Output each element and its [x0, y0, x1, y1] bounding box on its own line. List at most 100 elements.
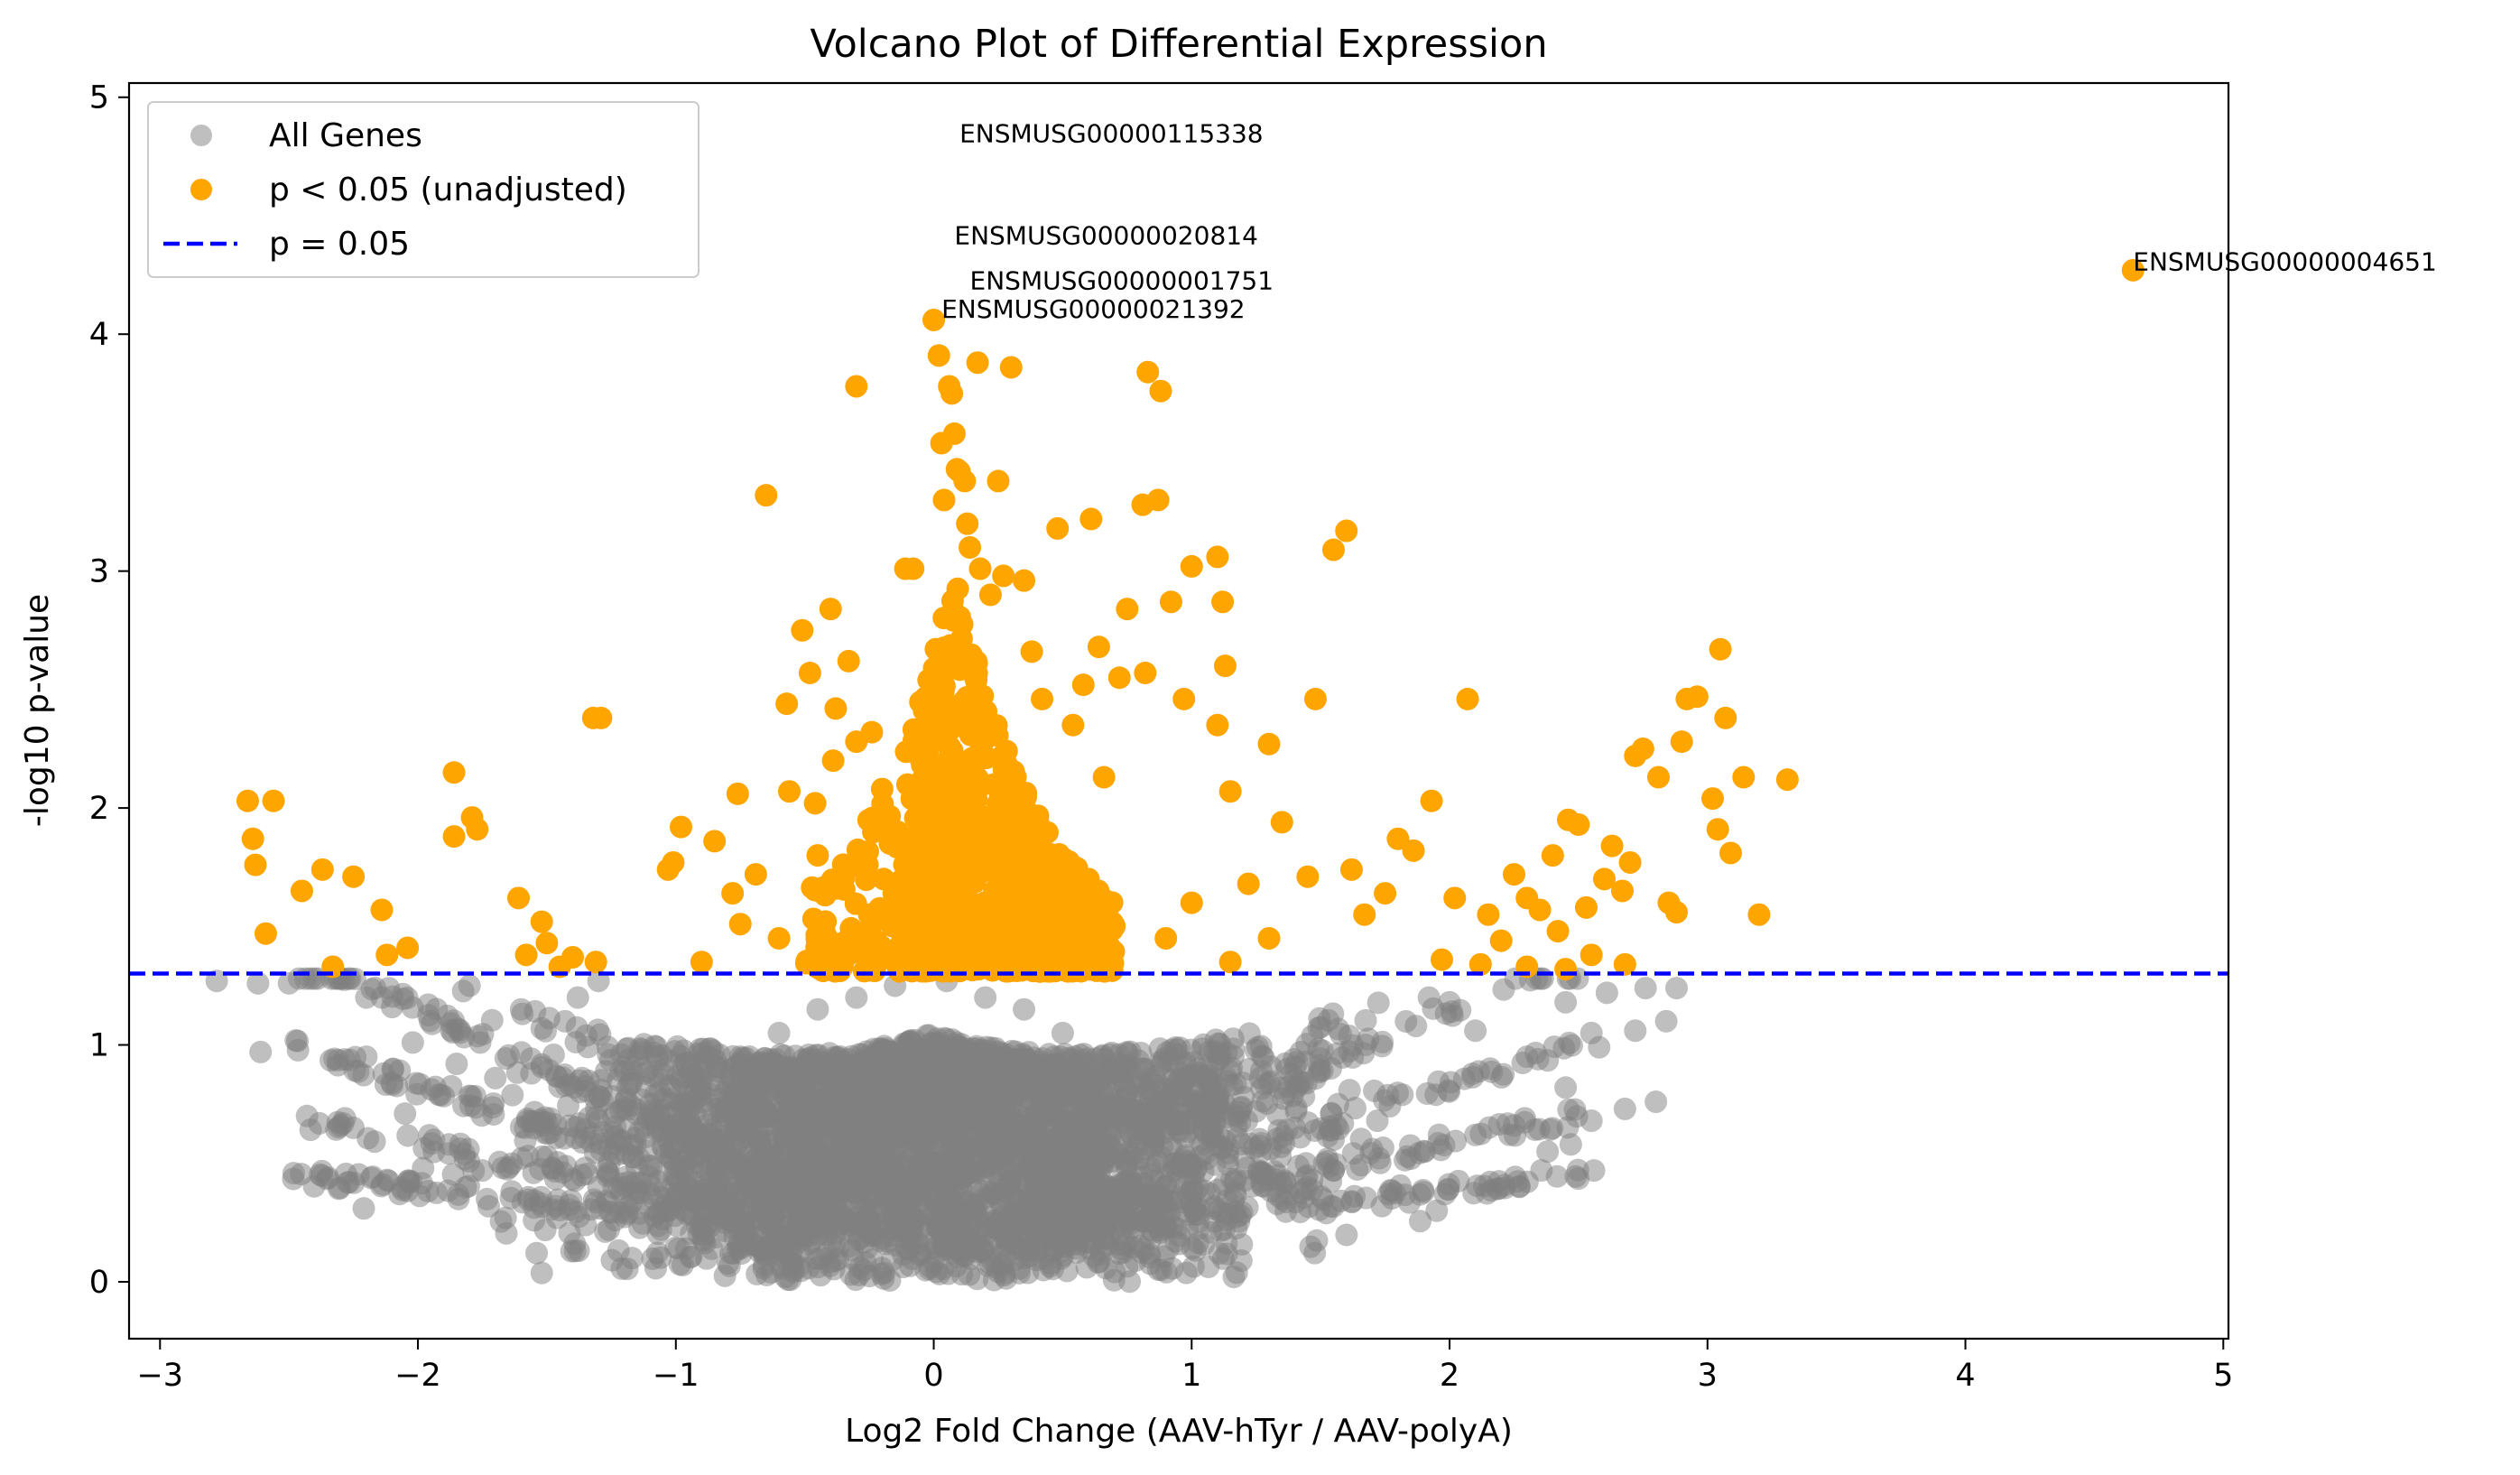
gene-point-nonsig	[968, 1081, 992, 1105]
gene-point-nonsig	[497, 1044, 521, 1067]
gene-point-nonsig	[1128, 1057, 1152, 1081]
gene-point-significant	[755, 484, 778, 507]
gene-point-significant	[1218, 780, 1242, 803]
gene-point-significant	[1206, 545, 1229, 569]
gene-point-significant	[670, 815, 693, 839]
gene-point-significant	[1146, 488, 1170, 512]
gene-point-nonsig	[1561, 1034, 1584, 1057]
gene-point-nonsig	[687, 1123, 710, 1146]
gene-point-nonsig	[464, 1096, 487, 1119]
gene-point-significant	[1008, 883, 1032, 906]
gene-point-nonsig	[1181, 1051, 1205, 1074]
gene-point-nonsig	[1527, 1118, 1551, 1141]
gene-point-significant	[906, 821, 930, 844]
gene-point-nonsig	[1320, 1102, 1343, 1126]
gene-point-nonsig	[1399, 1147, 1422, 1171]
gene-point-nonsig	[1360, 1137, 1384, 1161]
gene-point-nonsig	[1354, 1008, 1377, 1032]
gene-point-nonsig	[525, 1241, 549, 1265]
gene-point-significant	[1257, 732, 1281, 756]
gene-point-nonsig	[1023, 1128, 1046, 1152]
gene-point-significant	[895, 773, 919, 796]
gene-point-nonsig	[1341, 1034, 1365, 1057]
gene-point-nonsig	[616, 1257, 639, 1281]
gene-point-nonsig	[1245, 1099, 1268, 1123]
gene-point-nonsig	[446, 1017, 469, 1041]
gene-point-nonsig	[1644, 1090, 1668, 1114]
gene-point-nonsig	[852, 1169, 876, 1192]
gene-point-nonsig	[932, 1162, 956, 1185]
gene-point-nonsig	[704, 1049, 727, 1072]
gene-point-nonsig	[372, 1062, 395, 1085]
gene-point-significant	[811, 877, 834, 900]
gene-point-nonsig	[1252, 1046, 1275, 1070]
gene-point-nonsig	[1105, 1180, 1128, 1203]
gene-point-nonsig	[1092, 1150, 1116, 1174]
gene-point-significant	[775, 692, 799, 716]
gene-point-significant	[870, 777, 894, 801]
gene-point-nonsig	[520, 1062, 543, 1085]
gene-point-nonsig	[523, 1209, 546, 1232]
gene-point-nonsig	[570, 1164, 593, 1187]
gene-point-significant	[791, 618, 814, 642]
gene-point-nonsig	[827, 1248, 850, 1271]
gene-point-nonsig	[848, 1264, 871, 1287]
gene-point-significant	[236, 789, 259, 812]
gene-point-nonsig	[302, 1174, 326, 1198]
gene-point-nonsig	[922, 1231, 945, 1255]
gene-point-nonsig	[1111, 1240, 1135, 1264]
gene-point-significant	[1020, 640, 1043, 663]
gene-point-nonsig	[1215, 1242, 1238, 1266]
gene-point-nonsig	[928, 1032, 951, 1055]
gene-point-significant	[1061, 713, 1085, 737]
gene-point-nonsig	[1338, 1079, 1361, 1102]
gene-point-nonsig	[1181, 1255, 1205, 1278]
gene-point-nonsig	[1224, 1167, 1247, 1191]
gene-point-significant	[1136, 360, 1160, 384]
gene-point-significant	[1213, 654, 1237, 678]
gene-point-significant	[953, 469, 977, 493]
gene-point-significant	[1107, 666, 1131, 690]
gene-point-significant	[845, 375, 868, 398]
gene-point-nonsig	[1228, 1210, 1251, 1233]
gene-point-significant	[310, 858, 334, 881]
gene-point-nonsig	[482, 1092, 505, 1116]
gene-point-nonsig	[852, 1150, 876, 1174]
gene-point-significant	[1237, 872, 1260, 895]
gene-point-significant	[999, 356, 1023, 379]
gene-point-significant	[726, 782, 749, 805]
gene-point-significant	[928, 762, 951, 785]
gene-point-nonsig	[645, 1241, 669, 1265]
gene-point-significant	[886, 820, 910, 843]
gene-point-nonsig	[1464, 1123, 1487, 1146]
gene-point-nonsig	[830, 1180, 854, 1203]
gene-point-significant	[244, 853, 267, 877]
gene-point-nonsig	[852, 1133, 876, 1156]
gene-point-nonsig	[494, 1206, 517, 1229]
gene-point-nonsig	[819, 1104, 842, 1127]
gene-point-nonsig	[813, 1219, 837, 1242]
gene-point-nonsig	[1492, 1062, 1515, 1086]
gene-point-nonsig	[1554, 990, 1578, 1014]
gene-point-nonsig	[663, 1204, 687, 1228]
gene-point-significant	[942, 948, 966, 971]
gene-point-nonsig	[470, 1159, 494, 1183]
gene-point-nonsig	[545, 1206, 569, 1229]
gene-point-significant	[932, 488, 956, 512]
gene-point-nonsig	[1027, 1060, 1051, 1083]
gene-point-significant	[893, 853, 916, 877]
gene-point-nonsig	[1034, 1093, 1058, 1117]
gene-point-nonsig	[867, 1037, 891, 1061]
gene-point-nonsig	[558, 1114, 581, 1137]
gene-point-nonsig	[1182, 1198, 1206, 1221]
gene-point-significant	[933, 653, 957, 676]
gene-point-nonsig	[1654, 1009, 1678, 1033]
gene-point-significant	[342, 865, 366, 888]
gene-point-nonsig	[249, 1040, 273, 1063]
gene-point-nonsig	[787, 1094, 811, 1118]
gene-point-nonsig	[671, 1149, 694, 1173]
gene-point-nonsig	[1154, 1217, 1178, 1240]
gene-point-significant	[1296, 865, 1320, 888]
gene-point-significant	[778, 780, 801, 803]
gene-point-nonsig	[1140, 1163, 1163, 1186]
